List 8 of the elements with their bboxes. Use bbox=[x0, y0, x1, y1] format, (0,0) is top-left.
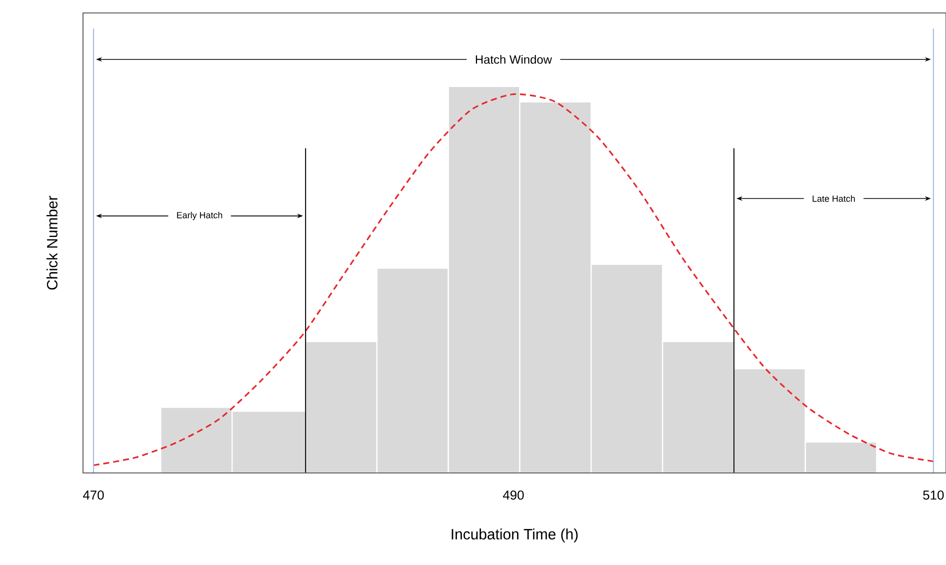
x-tick-label: 470 bbox=[83, 490, 104, 500]
x-tick-label: 490 bbox=[502, 490, 524, 500]
x-tick-label: 510 bbox=[923, 490, 944, 500]
text: Hatch Window bbox=[476, 54, 552, 64]
y-axis-title: Chick Number bbox=[46, 196, 58, 290]
annotation: Late Hatch bbox=[812, 195, 855, 202]
x-axis-title: Incubation Time (h) bbox=[452, 528, 578, 542]
annotation: Early Hatch bbox=[177, 212, 222, 220]
